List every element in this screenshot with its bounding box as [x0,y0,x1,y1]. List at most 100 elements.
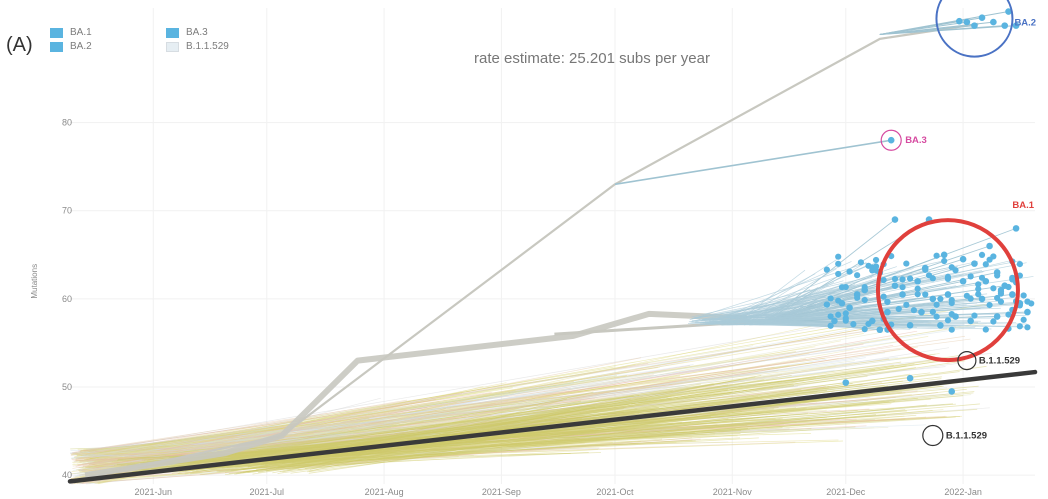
ba1-point [929,308,936,315]
background-branch [167,367,916,469]
ba3-callout-circle [880,129,902,151]
y-tick-label: 50 [62,382,72,392]
ba1-point [971,260,978,267]
x-tick-label: 2021-Sep [482,487,521,497]
background-branch [249,408,894,461]
ba1-point [918,308,925,316]
y-tick-label: 60 [62,294,72,304]
background-branch [191,428,636,471]
background-branch [84,375,618,460]
x-tick-label: 2021-Dec [826,487,866,497]
background-branch [244,380,903,461]
background-branch [256,410,933,470]
ba2-point [963,18,971,26]
background-branch [196,451,589,472]
background-branch [206,428,750,469]
background-branch [139,388,802,473]
background-branch [117,415,886,460]
ba1-point [903,301,910,308]
ba1-point [971,312,978,319]
ba2-tip-branch [879,25,975,35]
ba1-point [880,276,887,284]
b11529-lower-callout-label: B.1.1.529 [946,431,987,442]
regression-line [67,369,1038,484]
background-branch [79,360,855,462]
background-branch [172,375,868,459]
ba1-point [880,293,887,300]
ba1-point [861,296,868,304]
background-branch [282,409,906,469]
ba1-point [1009,274,1016,281]
ba1-point [899,284,906,291]
background-branch [127,361,902,469]
ba1-point [994,272,1001,279]
background-branch [140,363,915,464]
ba1-point [835,297,842,304]
rate-estimate-annotation: rate estimate: 25.201 subs per year [474,50,710,67]
x-tick-label: 2022-Jan [944,487,982,497]
ba1-point [944,275,952,283]
background-branch [202,418,781,459]
ba1-tip-branch [729,307,1001,318]
ba1-point [933,252,940,259]
regression-line [67,369,1038,484]
ba2-callout-label: BA.2 [1014,18,1036,29]
ba1-point [891,275,899,283]
background-branch [93,438,701,480]
ba1-point [827,313,834,320]
background-branch [70,378,747,482]
background-branch [79,440,843,468]
ba1-point [827,322,834,329]
background-branch [141,390,827,465]
ba1-point [986,301,993,309]
legend-swatch-ba1 [50,27,63,38]
backbone-branch [84,310,748,479]
ba1-point [865,320,872,328]
background-branch [258,374,762,473]
legend-label-b11529: B.1.1.529 [186,41,229,52]
ba1-tip-branch [730,301,1024,323]
x-tick-label: 2021-Nov [713,487,753,497]
background-branch [257,416,956,462]
background-branch [276,438,663,469]
ba1-tip-branch [741,320,1027,328]
ba1-point [835,260,842,267]
background-branch [221,401,895,469]
background-branch [172,358,957,467]
ba1-point [914,291,921,298]
legend-label-ba3: BA.3 [186,27,208,38]
ba1-point [857,259,865,266]
background-branch [82,454,368,461]
ba1-callout-label: BA.1 [1012,200,1034,211]
b11529-point [906,374,914,382]
ba1-point [982,261,989,268]
background-branch [193,433,715,459]
ba1-point [835,253,842,260]
ba1-point [978,295,986,303]
ba1-point [1020,316,1027,323]
ba1-point [967,273,974,280]
b11529-point [842,379,850,386]
background-branch [182,437,610,471]
ba3-point [887,136,895,144]
ba2-callout-circle [935,0,1014,58]
background-branch [277,414,917,469]
ba1-point [872,256,880,264]
ba1-point [963,292,970,299]
ba1-point [1020,292,1027,299]
b11529-upper-callout-circle [957,350,977,371]
legend-item-ba3: BA.3 [166,27,208,38]
background-branch [72,392,492,453]
background-branch [262,407,625,465]
ba1-point [903,260,910,267]
ba1-point [948,311,955,318]
background-branch [167,414,789,464]
ba1-point [937,322,944,329]
ba1-point [899,291,906,298]
ba1-tip-branch [745,288,817,325]
ba1-point [842,310,849,317]
legend-swatch-ba3 [166,27,179,38]
ba1-tip-branch [693,265,957,319]
ba1-point [854,272,861,279]
ba1-point [933,301,940,308]
